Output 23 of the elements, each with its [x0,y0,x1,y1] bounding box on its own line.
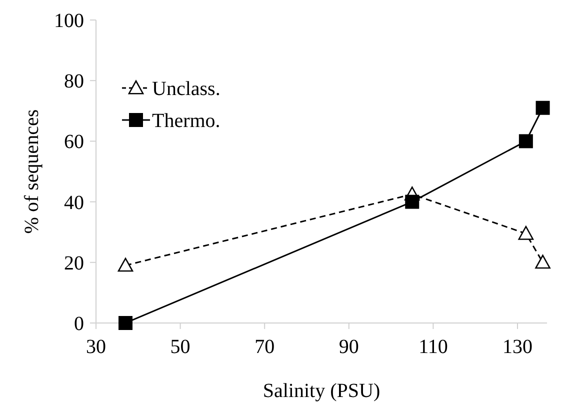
y-axis-title: % of sequences [21,109,43,234]
point [118,258,134,272]
x-tick-label: 110 [418,336,448,358]
x-tick-label: 90 [338,336,359,358]
legend-label: Unclass. [152,78,220,100]
x-tick-label: 130 [502,336,532,358]
x-tick-label: 50 [170,336,190,358]
y-tick-label: 0 [74,313,84,335]
point [405,194,420,209]
y-tick-label: 100 [54,10,84,32]
point [518,134,533,148]
point [118,316,133,330]
x-axis-title: Salinity (PSU) [262,380,380,402]
legend-label: Thermo. [152,110,220,132]
x-tick-label: 70 [254,336,275,358]
x-tick-label: 30 [86,336,106,358]
y-tick-label: 40 [64,192,84,214]
point [518,226,534,240]
y-tick-label: 80 [64,70,84,93]
point [536,100,550,115]
point [535,254,550,269]
y-tick-label: 20 [64,252,84,274]
y-tick-label: 60 [64,131,84,154]
